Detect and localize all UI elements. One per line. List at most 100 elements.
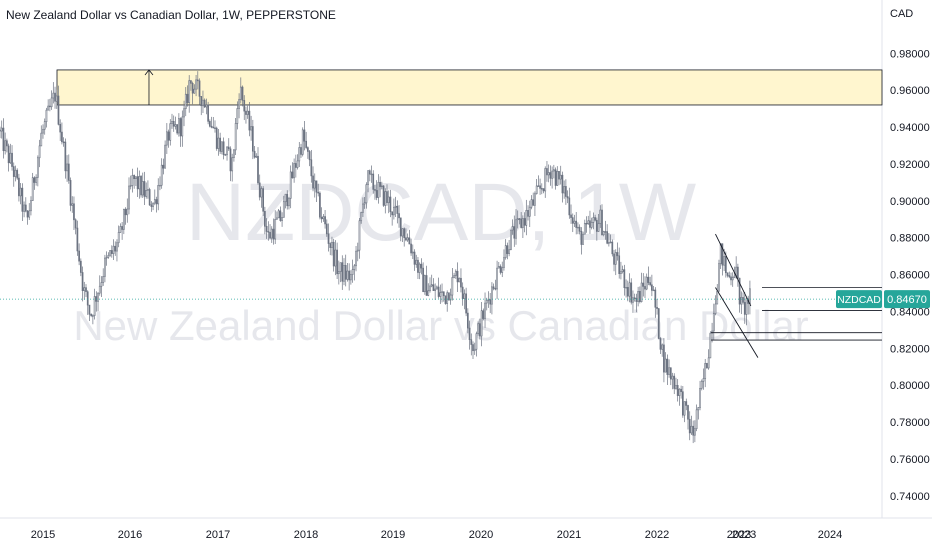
candle-down: [669, 367, 672, 380]
candle-down: [506, 245, 509, 254]
candle-up: [522, 218, 524, 228]
candle-down: [386, 191, 388, 204]
candle-up: [661, 344, 664, 350]
candle-up: [288, 198, 290, 207]
candle-down: [374, 189, 376, 191]
candle-up: [128, 185, 130, 210]
candle-up: [233, 149, 235, 158]
candle-up: [277, 210, 280, 219]
candle-down: [382, 185, 385, 206]
candle-up: [193, 88, 196, 94]
candle-up: [138, 176, 141, 190]
candle-down: [336, 249, 338, 275]
candle-up: [504, 245, 507, 258]
candle-down: [258, 182, 261, 198]
candle-up: [131, 175, 134, 186]
candle-down: [18, 177, 20, 197]
candle-down: [408, 237, 411, 245]
candle-down: [706, 363, 708, 369]
candle-up: [406, 237, 409, 241]
channel-lower-line: [715, 287, 759, 358]
candle-up: [537, 185, 540, 187]
candle-down: [136, 176, 139, 190]
candle-down: [571, 217, 574, 224]
candle-down: [666, 358, 669, 375]
candle-up: [109, 250, 111, 256]
candle-down: [320, 216, 323, 220]
candle-down: [575, 220, 578, 228]
candle-up: [484, 302, 486, 319]
candle-down: [73, 203, 75, 221]
candle-up: [157, 184, 160, 205]
candle-up: [491, 286, 493, 305]
symbol-badge-label: NZDCAD: [837, 294, 881, 306]
x-tick-label: 2024: [818, 529, 842, 541]
candle-down: [61, 131, 63, 143]
candle-down: [489, 299, 492, 305]
candle-up: [119, 226, 122, 233]
candle-up: [449, 294, 452, 301]
candle-down: [461, 286, 464, 299]
candle-up: [160, 164, 163, 186]
candle-down: [728, 275, 731, 278]
candle-down: [269, 231, 271, 239]
price-badge: [884, 290, 930, 309]
candle-up: [711, 330, 713, 334]
x-tick-label: 2023: [732, 529, 756, 541]
candle-up: [298, 147, 301, 162]
candle-down: [398, 213, 400, 219]
y-tick-label: 0.82000: [890, 343, 930, 355]
candle-up: [640, 282, 643, 302]
candle-down: [561, 174, 564, 194]
candle-down: [79, 260, 82, 273]
candle-down: [422, 267, 424, 293]
x-tick-label: 2019: [381, 529, 405, 541]
candle-down: [208, 121, 211, 127]
candle-down: [124, 208, 127, 216]
candle-up: [141, 181, 144, 196]
candle-up: [497, 266, 500, 269]
candle-down: [143, 181, 146, 197]
candle-down: [685, 401, 688, 406]
candle-down: [167, 131, 170, 141]
candle-down: [721, 243, 724, 266]
candle-up: [587, 220, 590, 224]
candle-up: [480, 310, 483, 337]
candle-up: [508, 249, 510, 254]
candle-down: [611, 241, 614, 255]
candle-up: [147, 189, 149, 191]
candle-up: [625, 287, 627, 289]
candle-up: [582, 233, 584, 245]
candle-down: [265, 225, 268, 232]
candle-up: [36, 157, 39, 178]
candle-down: [81, 272, 84, 291]
candle-down: [310, 159, 313, 177]
candle-up: [107, 254, 110, 258]
candle-down: [341, 262, 344, 282]
candle-down: [248, 110, 251, 131]
candle-down: [307, 147, 309, 152]
candle-up: [337, 271, 340, 275]
candle-up: [334, 249, 337, 267]
candle-up: [164, 144, 166, 169]
candle-up: [365, 184, 368, 204]
candle-down: [687, 405, 689, 420]
candle-up: [475, 333, 478, 350]
candle-down: [417, 259, 419, 273]
candles-group: [0, 71, 751, 444]
candle-down: [518, 218, 521, 220]
candle-up: [731, 277, 734, 281]
candle-up: [116, 242, 118, 252]
candle-down: [86, 291, 89, 306]
candle-up: [592, 217, 595, 223]
candle-down: [303, 129, 306, 142]
candle-down: [399, 217, 402, 237]
candle-up: [678, 388, 681, 396]
candle-up: [117, 232, 120, 244]
candle-down: [203, 99, 206, 108]
candle-down: [405, 237, 407, 241]
candle-down: [241, 86, 244, 101]
candle-up: [621, 269, 624, 272]
candle-down: [294, 163, 297, 168]
